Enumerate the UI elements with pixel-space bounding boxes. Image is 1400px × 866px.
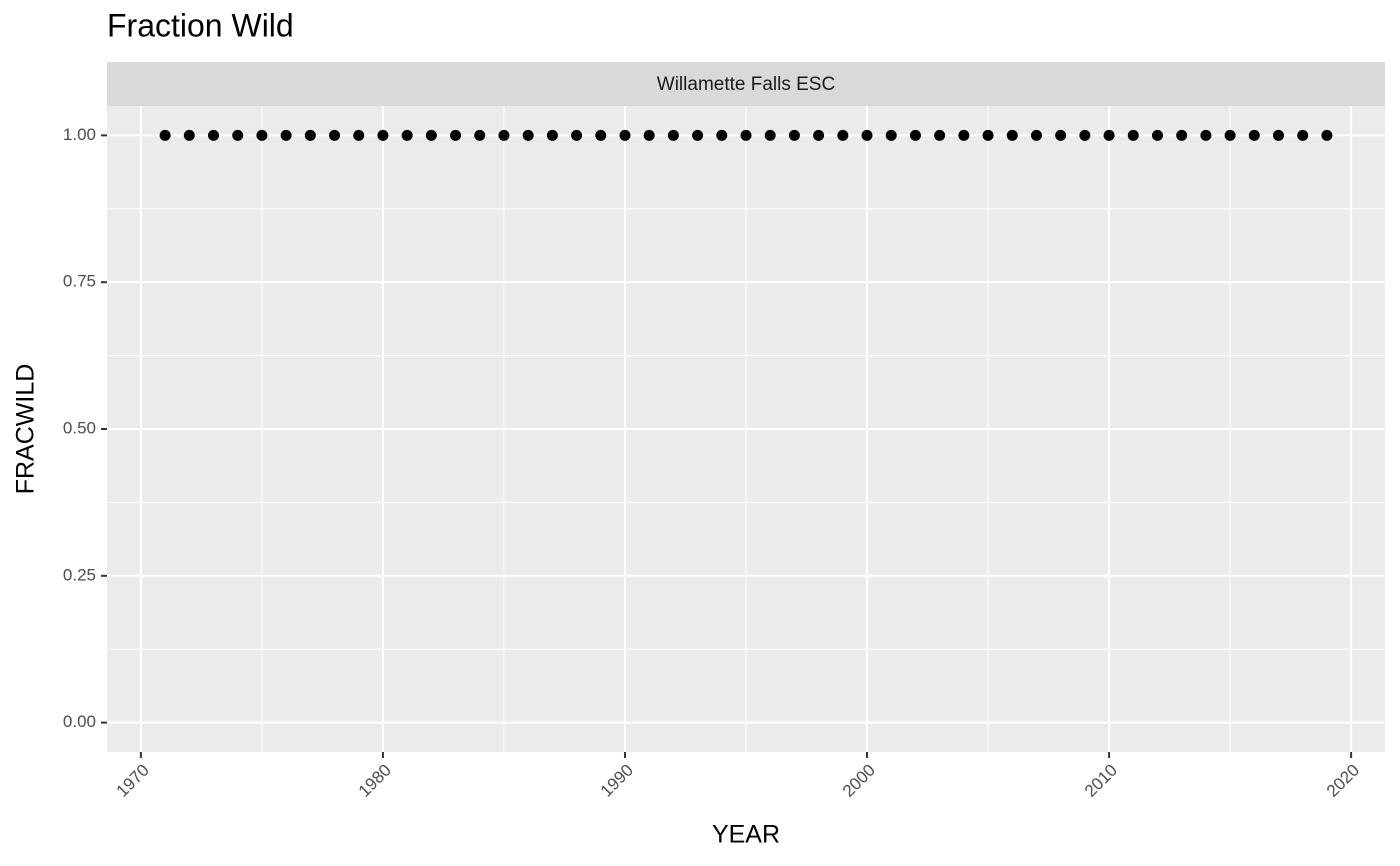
x-tick-label: 1980: [355, 761, 395, 801]
point: [1127, 129, 1139, 141]
point: [450, 129, 462, 141]
point: [1103, 129, 1115, 141]
point: [619, 129, 631, 141]
point: [692, 129, 704, 141]
point: [304, 129, 316, 141]
y-axis-label: FRACWILD: [12, 364, 40, 495]
point: [522, 129, 534, 141]
point: [159, 129, 171, 141]
facet-label: Willamette Falls ESC: [657, 74, 835, 95]
y-tick-label: 1.00: [63, 125, 96, 144]
point: [740, 129, 752, 141]
point: [1055, 129, 1067, 141]
point: [1151, 129, 1163, 141]
point: [885, 129, 897, 141]
y-tick-label: 0.00: [63, 712, 96, 731]
point: [643, 129, 655, 141]
facet-strip: [107, 62, 1385, 106]
x-tick-label: 1970: [113, 761, 153, 801]
point: [546, 129, 558, 141]
x-tick-label: 1990: [597, 761, 637, 801]
point: [595, 129, 607, 141]
point: [256, 129, 268, 141]
point: [571, 129, 583, 141]
point: [425, 129, 437, 141]
point: [716, 129, 728, 141]
point: [353, 129, 365, 141]
point: [934, 129, 946, 141]
point: [764, 129, 776, 141]
y-tick-label: 0.75: [63, 272, 96, 291]
point: [1030, 129, 1042, 141]
point: [1176, 129, 1188, 141]
point: [1006, 129, 1018, 141]
point: [1224, 129, 1236, 141]
point: [377, 129, 389, 141]
point: [813, 129, 825, 141]
chart-title: Fraction Wild: [107, 7, 294, 43]
y-tick-label: 0.50: [63, 418, 96, 437]
point: [667, 129, 679, 141]
point: [498, 129, 510, 141]
point: [1248, 129, 1260, 141]
point: [474, 129, 486, 141]
point: [958, 129, 970, 141]
point: [183, 129, 195, 141]
point: [1079, 129, 1091, 141]
y-tick-label: 0.25: [63, 565, 96, 584]
point: [280, 129, 292, 141]
x-tick-label: 2020: [1323, 761, 1363, 801]
point: [401, 129, 413, 141]
point: [909, 129, 921, 141]
x-tick-label: 2010: [1081, 761, 1121, 801]
point: [837, 129, 849, 141]
point: [1297, 129, 1309, 141]
point: [1321, 129, 1333, 141]
point: [1200, 129, 1212, 141]
x-tick-label: 2000: [839, 761, 879, 801]
point: [329, 129, 341, 141]
point: [861, 129, 873, 141]
point: [788, 129, 800, 141]
point: [982, 129, 994, 141]
x-axis-label: YEAR: [712, 821, 780, 849]
point: [208, 129, 219, 141]
point: [1273, 129, 1284, 141]
point: [232, 129, 244, 141]
